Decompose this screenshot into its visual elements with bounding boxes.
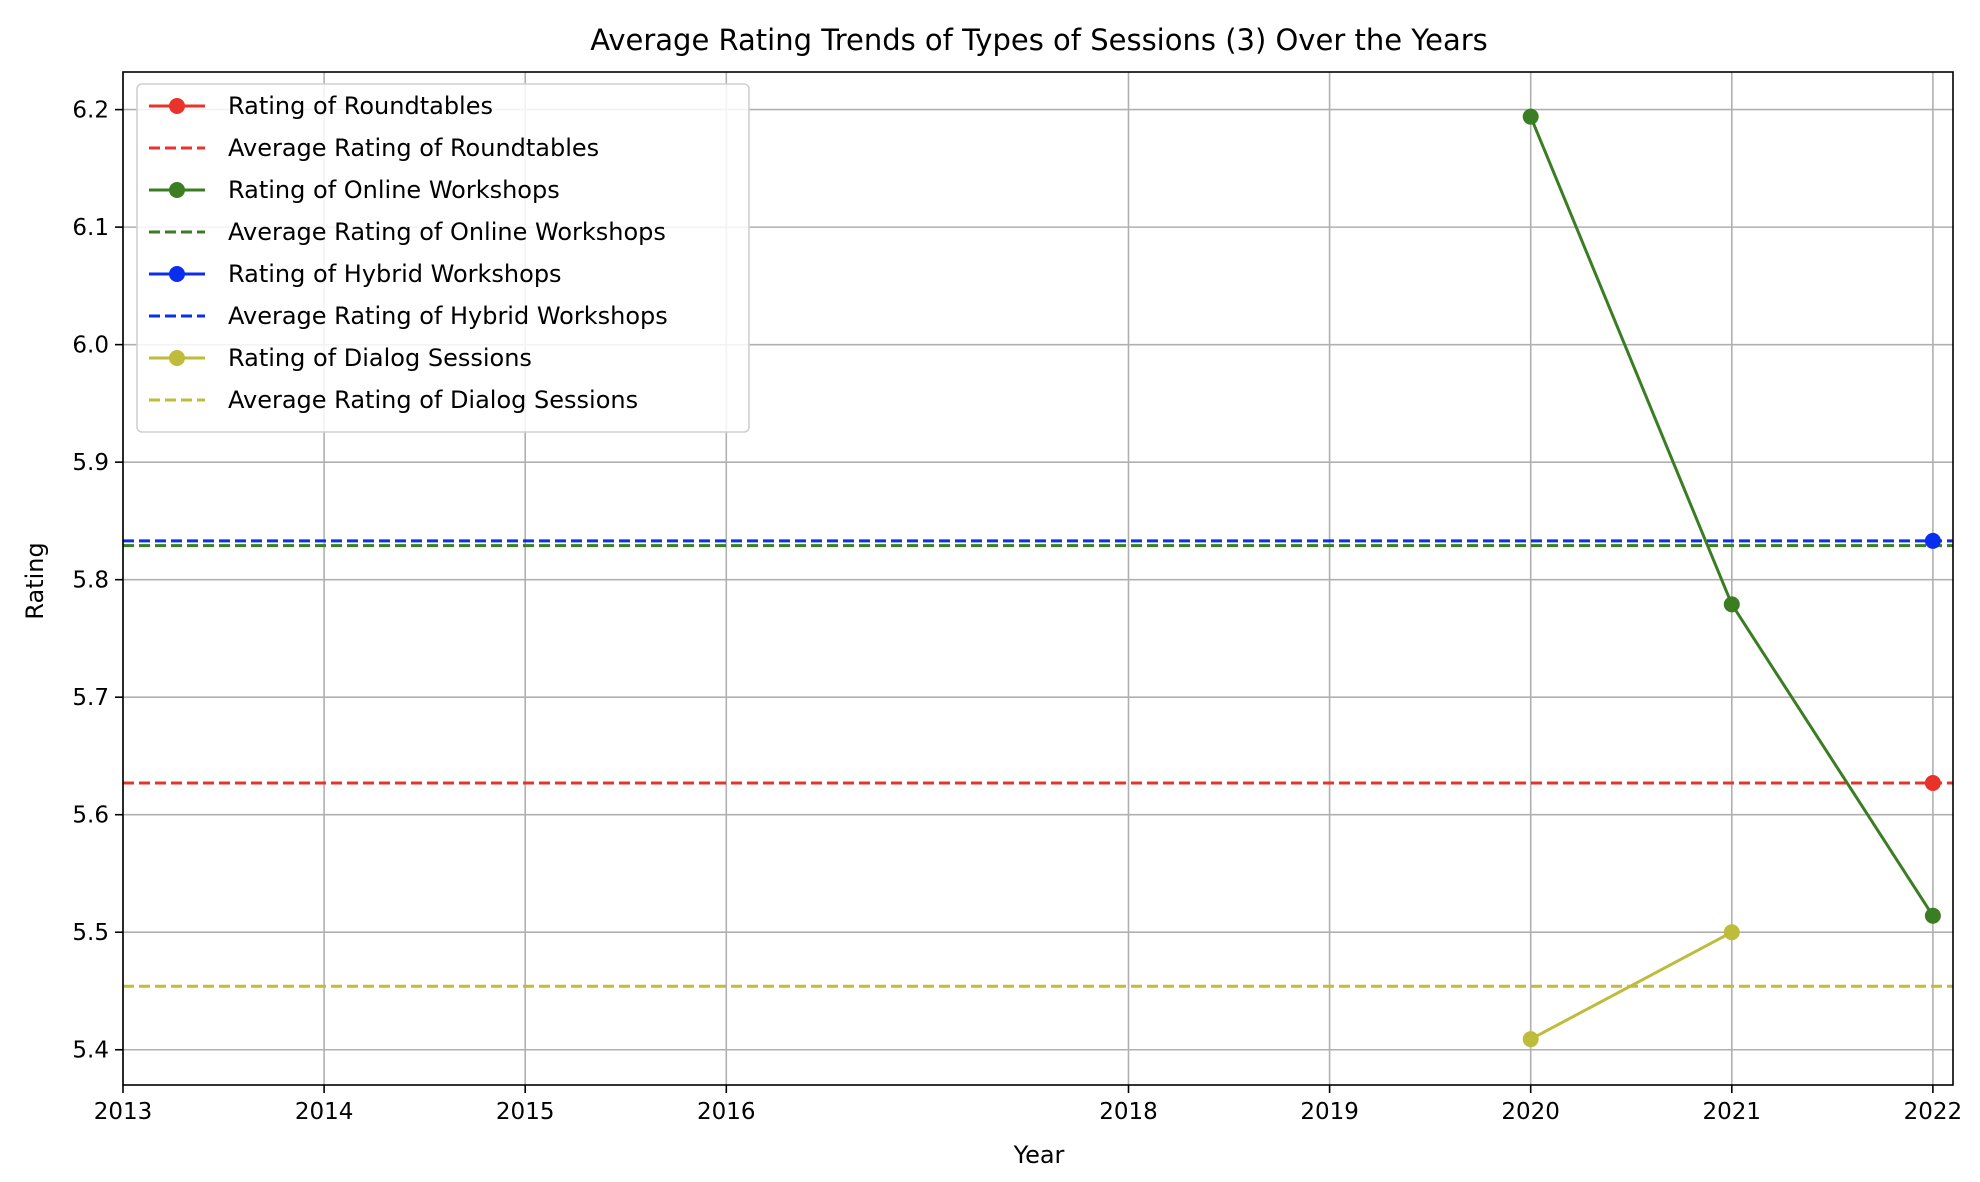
data-point [1522,108,1539,125]
data-point [1522,1031,1539,1048]
x-tick-label: 2019 [1300,1099,1359,1125]
y-tick-label: 5.6 [72,803,109,829]
legend-label: Rating of Dialog Sessions [228,344,532,372]
data-point [1723,596,1740,613]
legend-label: Average Rating of Online Workshops [228,218,666,246]
legend-swatch-marker [169,98,185,114]
legend-label: Rating of Roundtables [228,92,493,120]
legend-swatch-marker [169,266,185,282]
x-tick-label: 2018 [1099,1099,1158,1125]
y-tick-label: 5.5 [72,920,109,946]
x-tick-label: 2020 [1501,1099,1560,1125]
x-axis-label: Year [1013,1141,1065,1169]
y-tick-label: 6.2 [72,98,109,124]
x-tick-label: 2014 [295,1099,354,1125]
legend-swatch-marker [169,350,185,366]
y-tick-label: 5.9 [72,450,109,476]
legend-box [136,83,750,433]
data-point [1924,907,1941,924]
x-tick-label: 2022 [1904,1099,1963,1125]
series-lines [1522,108,1941,1048]
legend-swatch-marker [169,182,185,198]
x-tick-label: 2016 [697,1099,756,1125]
y-tick-label: 5.8 [72,568,109,594]
y-tick-label: 5.4 [72,1038,109,1064]
legend: Rating of Roundtables Average Rating of R… [136,83,750,433]
plot-area-frame [122,71,1954,1086]
x-tick-label: 2021 [1703,1099,1762,1125]
y-axis-label: Rating [21,542,49,619]
data-point [1924,774,1941,791]
legend-label: Average Rating of Hybrid Workshops [228,302,668,330]
grid [122,72,1953,1085]
legend-label: Rating of Online Workshops [228,176,560,204]
y-tick-label: 6.0 [72,333,109,359]
x-tick-label: 2013 [94,1099,153,1125]
legend-label: Average Rating of Dialog Sessions [228,386,638,414]
legend-label: Rating of Hybrid Workshops [228,260,562,288]
data-point [1924,532,1941,549]
x-tick-label: 2015 [496,1099,555,1125]
data-point [1723,924,1740,941]
series-line [1529,930,1733,1041]
axis-ticks: 2013 2014 2015 2016 2018 2019 2020 2021 2022 5.4 5… [72,98,1962,1125]
legend-label: Average Rating of Roundtables [228,134,599,162]
chart-title: Average Rating Trends of Types of Sessio… [590,23,1488,57]
y-tick-label: 5.7 [72,685,109,711]
y-tick-label: 6.1 [72,215,109,241]
average-lines [123,539,1953,988]
